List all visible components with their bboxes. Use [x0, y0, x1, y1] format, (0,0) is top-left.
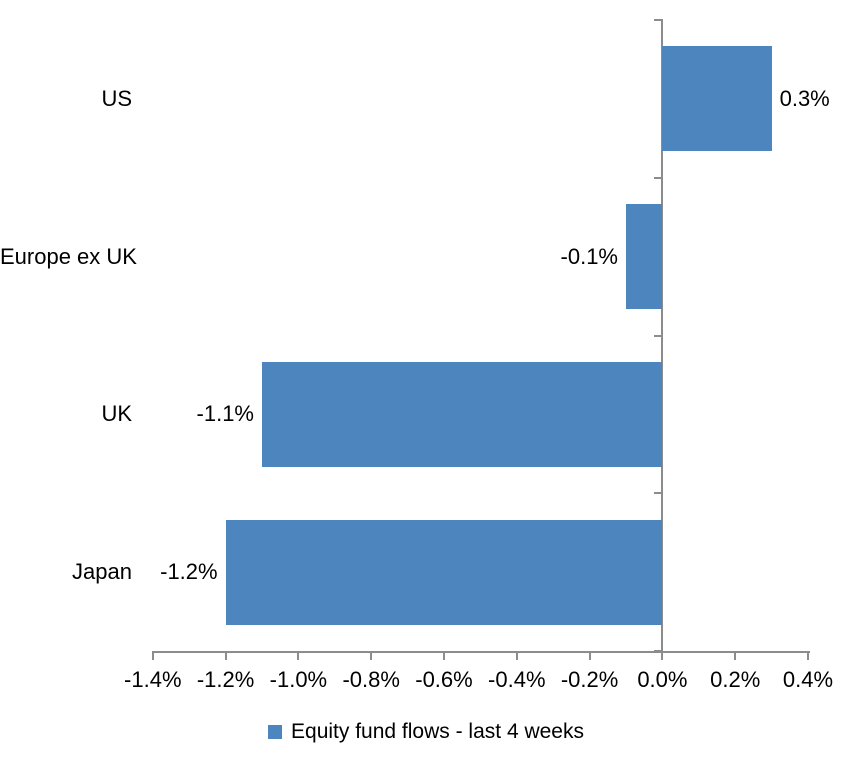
category-label: UK	[101, 401, 132, 427]
category-axis-tick-mark	[654, 492, 662, 495]
category-label: Europe ex UK	[0, 243, 137, 269]
x-axis-line	[152, 651, 810, 653]
category-label: Japan	[72, 559, 132, 585]
category-axis-tick-mark	[654, 176, 662, 179]
legend-marker-square	[268, 725, 283, 739]
x-axis-tick-mark	[807, 653, 809, 660]
value-label: -0.1%	[560, 243, 618, 269]
value-label: -1.1%	[196, 401, 254, 427]
x-axis-tick-mark	[443, 653, 445, 660]
x-axis-tick-mark	[370, 653, 373, 660]
bar-europe-ex-uk	[626, 204, 663, 310]
x-axis-tick-mark	[515, 653, 518, 660]
legend: Equity fund flows - last 4 weeks	[0, 718, 852, 746]
x-axis-tick-label: -0.4%	[488, 667, 546, 692]
category-label: US	[101, 85, 132, 111]
zero-axis-line	[661, 19, 663, 653]
x-axis-tick-mark	[734, 653, 737, 660]
x-axis-tick-label: -0.8%	[342, 667, 400, 692]
value-label: 0.3%	[779, 85, 830, 111]
legend-label: Equity fund flows - last 4 weeks	[291, 720, 584, 743]
x-axis-tick-label: 0.4%	[782, 667, 834, 692]
bar-us	[662, 46, 772, 152]
bar-uk	[262, 361, 663, 467]
x-axis-tick-label: 0.2%	[710, 667, 761, 692]
bar-japan	[225, 519, 663, 625]
category-axis-tick-mark	[654, 19, 662, 21]
x-axis-tick-label: -1.2%	[196, 667, 255, 692]
value-label: -1.2%	[160, 559, 218, 585]
x-axis-tick-label: -1.4%	[124, 667, 182, 692]
x-axis-tick-mark	[224, 653, 227, 660]
x-axis-tick-label: -0.2%	[560, 667, 619, 692]
x-axis-tick-label: -0.6%	[415, 667, 473, 692]
x-axis-tick-mark	[297, 653, 300, 660]
x-axis-tick-mark	[588, 653, 591, 660]
category-axis-tick-mark	[654, 650, 662, 652]
x-axis-tick-label: 0.0%	[637, 667, 688, 692]
category-axis-tick-mark	[654, 334, 662, 337]
x-axis-tick-mark	[151, 653, 154, 660]
x-axis-tick-label: -1.0%	[269, 667, 328, 692]
x-axis-tick-mark	[661, 653, 664, 660]
